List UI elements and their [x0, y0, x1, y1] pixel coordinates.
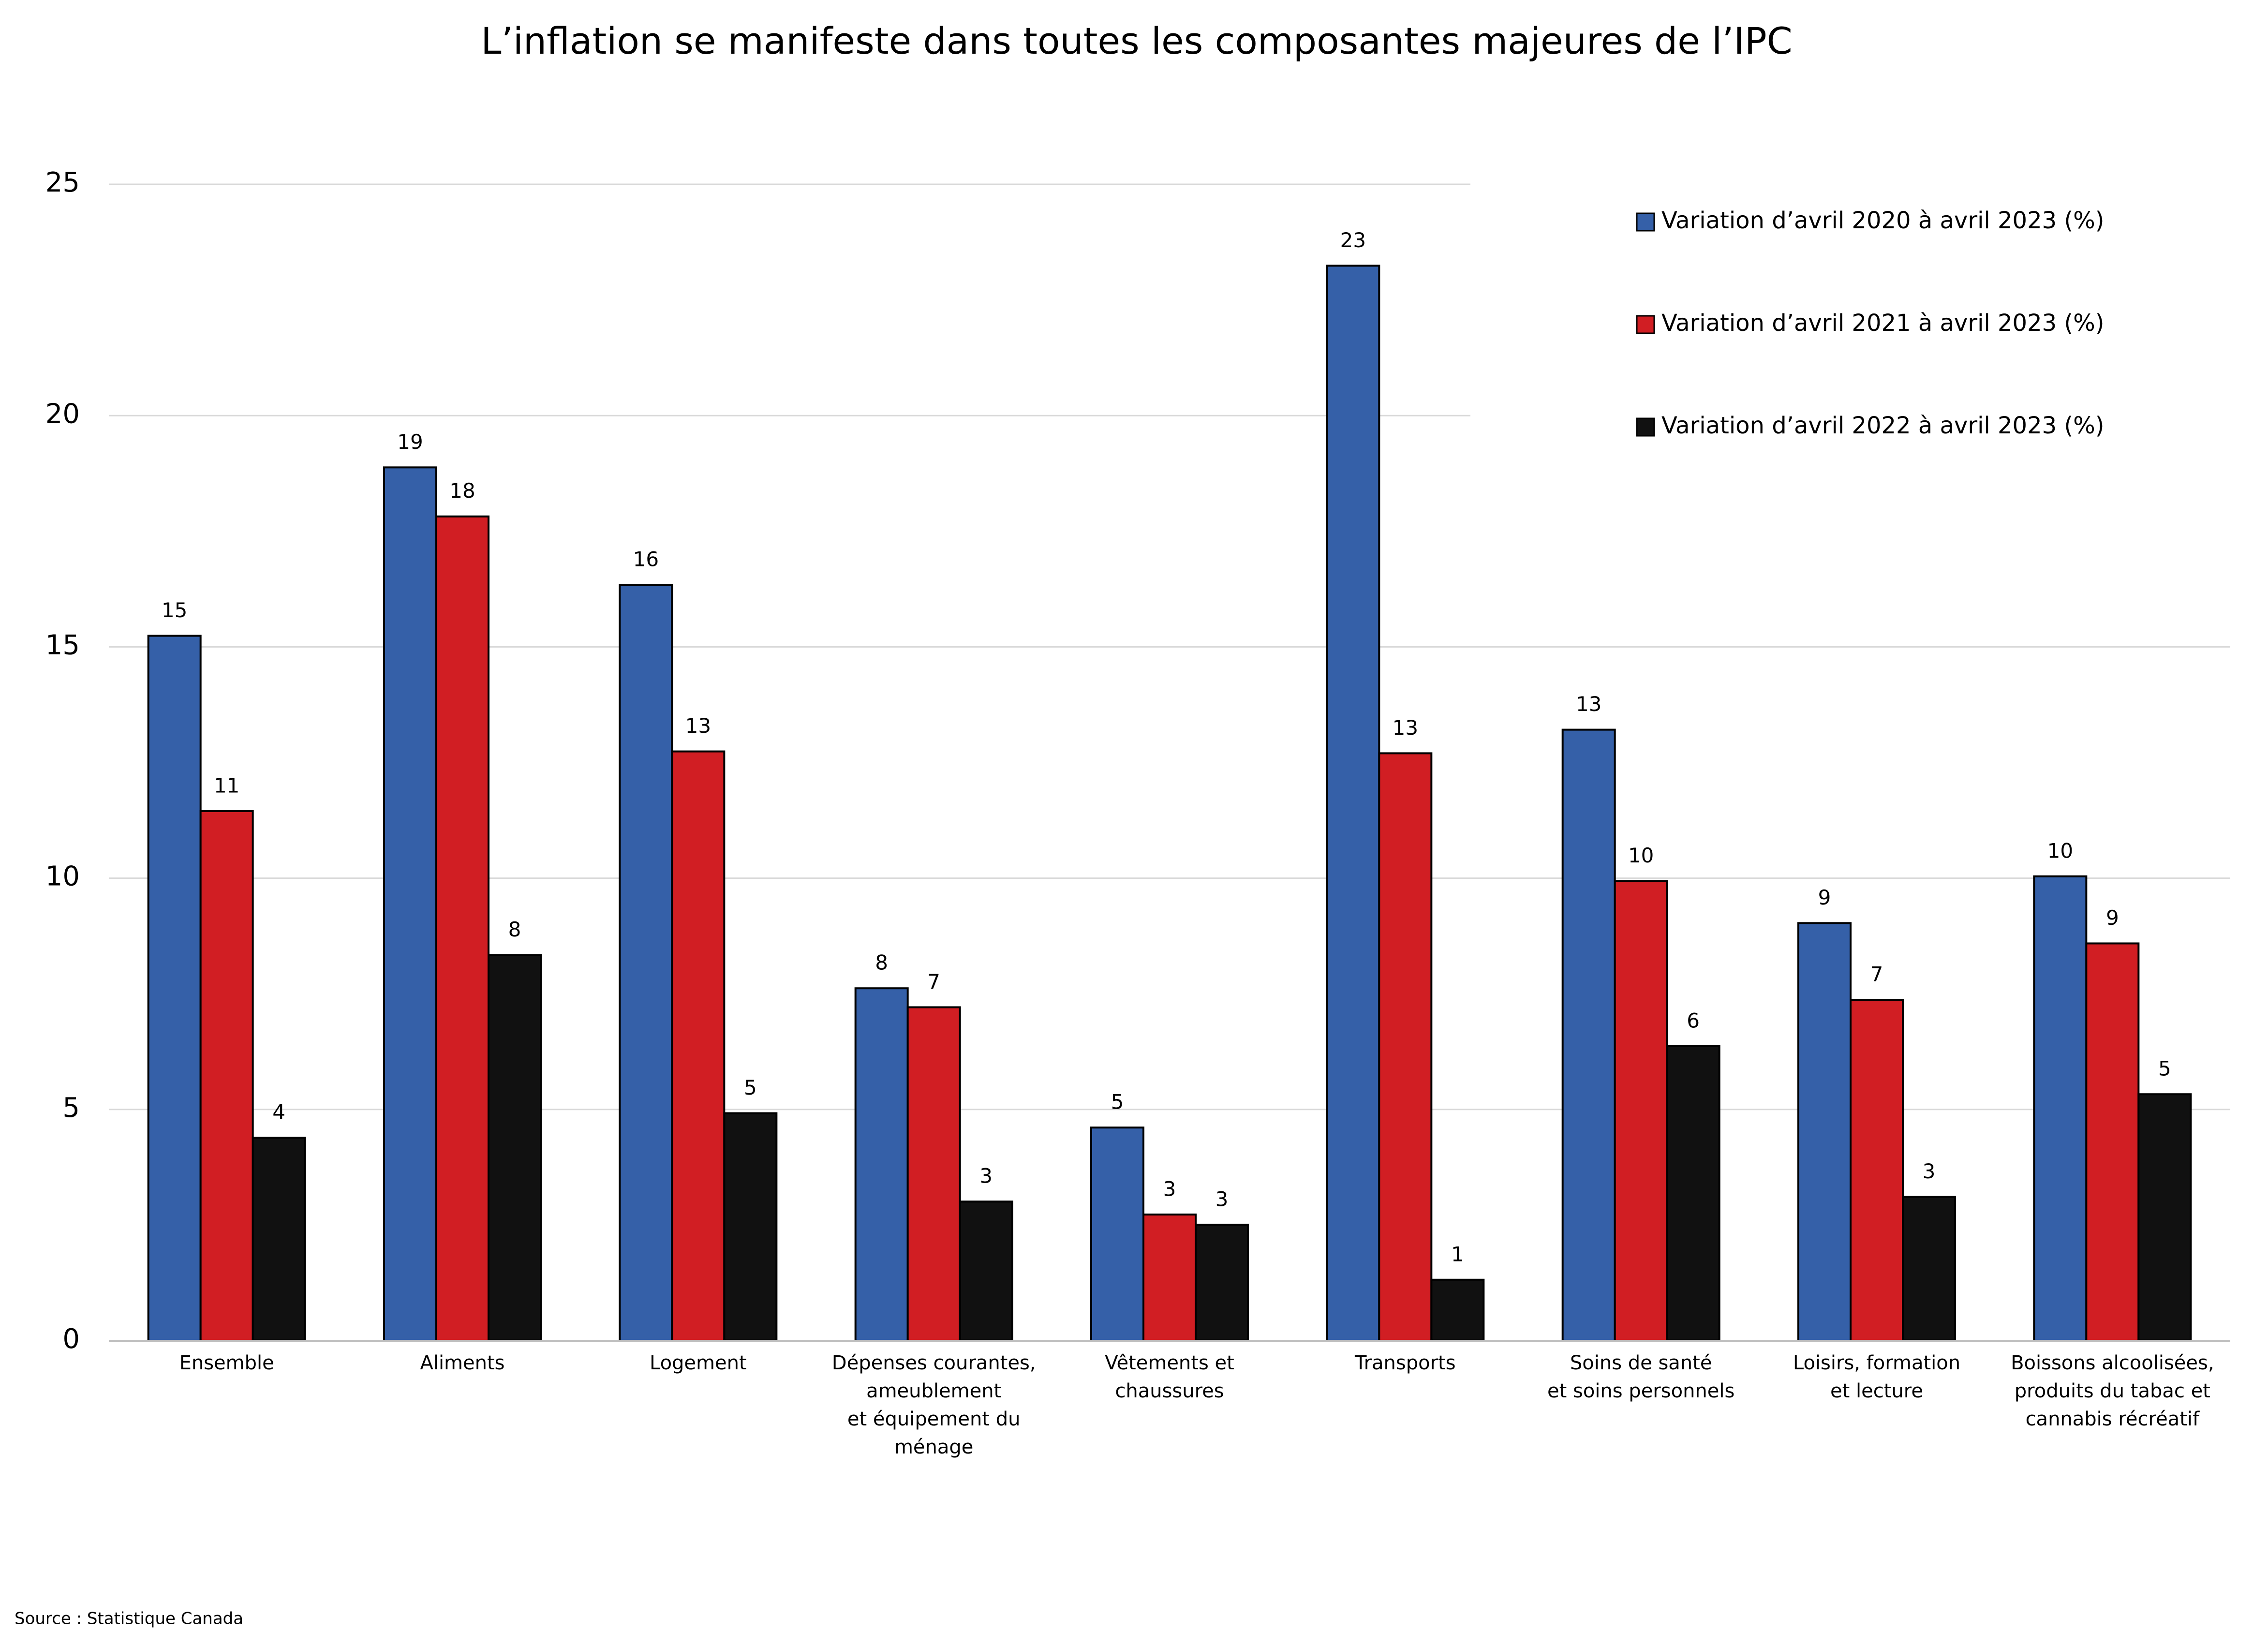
x-tick-label: Vêtements et chaussures: [1105, 1352, 1234, 1402]
bar: [488, 954, 542, 1342]
value-label: 7: [927, 970, 940, 994]
value-label: 6: [1687, 1008, 1700, 1032]
bar: [1430, 1278, 1485, 1342]
bar: [2033, 875, 2088, 1342]
legend-swatch: [1636, 315, 1655, 334]
value-label: 16: [633, 548, 659, 571]
bar: [1195, 1223, 1249, 1342]
value-label: 10: [2047, 839, 2073, 862]
x-tick-label: Loisirs, formation et lecture: [1793, 1352, 1960, 1402]
value-label: 5: [744, 1076, 757, 1099]
bar: [854, 987, 909, 1342]
x-tick-label: Transports: [1354, 1352, 1456, 1374]
value-label: 3: [1163, 1177, 1176, 1201]
bar: [147, 635, 202, 1342]
y-tick-label: 20: [45, 398, 80, 430]
value-label: 19: [397, 430, 423, 454]
x-tick-label: Dépenses courantes, ameublement et équipem…: [832, 1352, 1036, 1458]
legend-label: Variation d’avril 2022 à avril 2023 (%): [1661, 412, 2104, 439]
chart-title: L’inflation se manifeste dans toutes les…: [481, 19, 1793, 62]
x-tick-label: Ensemble: [179, 1352, 274, 1374]
bar: [252, 1137, 306, 1342]
bar: [959, 1201, 1013, 1342]
value-label: 9: [1818, 886, 1831, 909]
value-label: 3: [1923, 1159, 1936, 1183]
value-label: 7: [1870, 963, 1883, 986]
value-label: 13: [685, 714, 711, 738]
legend-label: Variation d’avril 2020 à avril 2023 (%): [1661, 207, 2104, 234]
source: Source : Statistique Canada: [15, 1609, 243, 1629]
legend-background: [1470, 160, 2244, 469]
legend-swatch: [1636, 212, 1655, 232]
value-label: 8: [508, 918, 521, 941]
bar: [435, 515, 489, 1342]
value-label: 13: [1576, 692, 1601, 716]
bar: [723, 1112, 778, 1342]
x-tick-label: Boissons alcoolisées, produits du tabac e…: [2011, 1352, 2214, 1430]
bar: [2085, 942, 2140, 1342]
y-tick-label: 15: [45, 630, 80, 661]
x-tick-label: Logement: [650, 1352, 747, 1374]
value-label: 9: [2106, 906, 2119, 930]
value-label: 5: [1111, 1090, 1124, 1114]
bar: [1850, 999, 1904, 1342]
value-label: 3: [1216, 1187, 1229, 1211]
bar: [671, 750, 726, 1342]
bar: [199, 810, 254, 1342]
y-tick-label: 10: [45, 861, 80, 892]
value-label: 8: [875, 951, 888, 975]
bar: [1902, 1196, 1956, 1342]
y-tick-label: 25: [45, 167, 80, 198]
bar: [1090, 1127, 1144, 1342]
y-tick-label: 5: [62, 1092, 80, 1124]
x-tick-label: Soins de santé et soins personnels: [1547, 1352, 1734, 1402]
bar: [1797, 922, 1852, 1342]
value-label: 23: [1340, 228, 1366, 252]
bar: [1378, 752, 1433, 1342]
bar: [1561, 728, 1616, 1342]
y-tick-label: 0: [62, 1323, 80, 1355]
bar: [1326, 265, 1380, 1342]
value-label: 15: [162, 598, 187, 622]
bar: [2137, 1093, 2192, 1342]
value-label: 10: [1628, 844, 1654, 867]
value-label: 5: [2158, 1057, 2171, 1081]
bar: [1142, 1213, 1197, 1342]
bar: [906, 1006, 961, 1342]
bar: [1666, 1045, 1720, 1342]
legend-label: Variation d’avril 2021 à avril 2023 (%): [1661, 310, 2104, 337]
value-label: 3: [979, 1164, 993, 1188]
value-label: 1: [1451, 1242, 1464, 1266]
bar: [619, 584, 673, 1342]
value-label: 4: [272, 1100, 285, 1124]
legend-swatch: [1636, 417, 1655, 437]
value-label: 13: [1393, 716, 1418, 740]
bar: [383, 466, 437, 1342]
value-label: 11: [214, 773, 239, 797]
bar: [1614, 880, 1668, 1342]
value-label: 18: [449, 479, 475, 503]
x-tick-label: Aliments: [420, 1352, 504, 1374]
